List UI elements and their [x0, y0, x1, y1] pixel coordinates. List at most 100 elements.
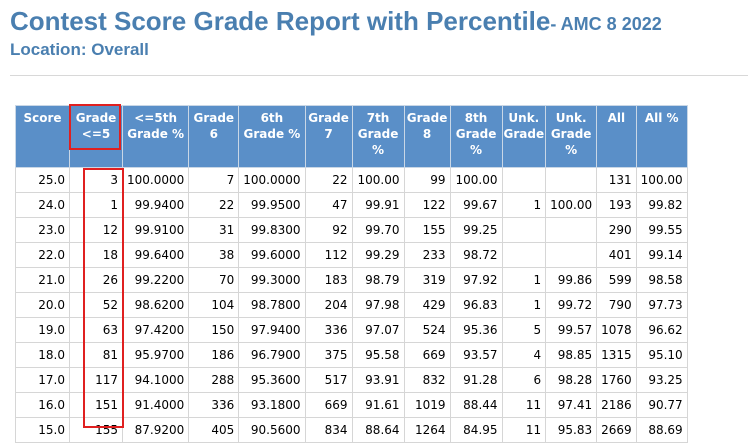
column-header[interactable]: 7th Grade %	[351, 105, 405, 168]
table-cell: 26	[69, 267, 123, 293]
table-cell: 100.0000	[238, 167, 306, 193]
table-cell: 375	[304, 342, 353, 368]
table-cell: 193	[596, 192, 637, 218]
table-cell: 99.9500	[238, 192, 306, 218]
table-cell: 401	[596, 242, 637, 268]
location-label: Location: Overall	[10, 40, 149, 59]
table-cell: 93.1800	[238, 392, 306, 418]
table-cell: 88.44	[449, 392, 503, 418]
table-cell: 20.0	[15, 292, 70, 318]
table-cell: 1264	[403, 417, 451, 443]
table-cell: 99.82	[635, 192, 688, 218]
table-cell: 429	[403, 292, 451, 318]
table-cell: 319	[403, 267, 451, 293]
table-cell: 97.92	[449, 267, 503, 293]
table-row: 15.0 155 87.9200 405 90.5600 834 88.64 1264 84.9…	[15, 417, 688, 443]
table-body: 25.0 3 100.0000 7 100.0000 22 100.00 99 100.00 13…	[15, 167, 688, 443]
table-cell: 18	[69, 242, 123, 268]
table-cell: 131	[596, 167, 637, 193]
column-header[interactable]: 8th Grade %	[449, 105, 503, 168]
table-cell: 100.00	[635, 167, 688, 193]
column-header[interactable]: All %	[635, 105, 688, 168]
score-report-table: Score Grade <=5 <=5th Grade % Grade 6 6t…	[15, 105, 688, 443]
table-cell: 98.72	[449, 242, 503, 268]
table-cell: 38	[188, 242, 240, 268]
table-cell: 21.0	[15, 267, 70, 293]
table-cell: 95.3600	[238, 367, 306, 393]
table-cell: 99.2200	[121, 267, 190, 293]
table-cell: 96.7900	[238, 342, 306, 368]
table-row: 24.0 1 99.9400 22 99.9500 47 99.91 122 99.67 1 100…	[15, 192, 688, 218]
table-cell: 99.70	[351, 217, 405, 243]
table-cell: 104	[188, 292, 240, 318]
table-row: 19.0 63 97.4200 150 97.9400 336 97.07 524 95.36 5…	[15, 317, 688, 343]
table-cell: 99.72	[545, 292, 598, 318]
table-cell: 669	[403, 342, 451, 368]
table-cell: 94.1000	[121, 367, 190, 393]
table-cell: 204	[304, 292, 353, 318]
table-cell: 336	[304, 317, 353, 343]
table-cell: 100.00	[449, 167, 503, 193]
table-cell: 92	[304, 217, 353, 243]
table-cell: 15.0	[15, 417, 70, 443]
table-cell	[501, 217, 547, 243]
table-cell: 99.29	[351, 242, 405, 268]
table-cell: 24.0	[15, 192, 70, 218]
table-cell: 81	[69, 342, 123, 368]
column-header[interactable]: Unk. Grade	[501, 105, 547, 168]
column-header[interactable]: 6th Grade %	[238, 105, 306, 168]
table-cell	[545, 217, 598, 243]
table-cell: 150	[188, 317, 240, 343]
column-header[interactable]: Grade <=5	[69, 105, 123, 168]
table-cell: 1	[69, 192, 123, 218]
table-cell: 18.0	[15, 342, 70, 368]
report-title-line: Contest Score Grade Report with Percenti…	[10, 6, 662, 37]
table-cell: 99.9400	[121, 192, 190, 218]
table-cell: 98.85	[545, 342, 598, 368]
table-cell: 16.0	[15, 392, 70, 418]
column-header[interactable]: All	[596, 105, 637, 168]
table-cell: 95.36	[449, 317, 503, 343]
table-cell: 155	[403, 217, 451, 243]
table-cell: 22	[188, 192, 240, 218]
table-cell: 517	[304, 367, 353, 393]
table-cell: 99.91	[351, 192, 405, 218]
table-cell: 405	[188, 417, 240, 443]
table-cell: 99.8300	[238, 217, 306, 243]
table-cell: 70	[188, 267, 240, 293]
table-cell: 336	[188, 392, 240, 418]
table-cell	[545, 167, 598, 193]
table-cell: 99.9100	[121, 217, 190, 243]
table-cell: 99.6400	[121, 242, 190, 268]
table-cell: 93.91	[351, 367, 405, 393]
table-cell: 117	[69, 367, 123, 393]
table-cell: 1078	[596, 317, 637, 343]
table-cell: 97.98	[351, 292, 405, 318]
column-header[interactable]: Unk. Grade %	[545, 105, 598, 168]
table-cell: 99.25	[449, 217, 503, 243]
table-cell: 93.25	[635, 367, 688, 393]
column-header[interactable]: Grade 6	[188, 105, 240, 168]
table-cell: 186	[188, 342, 240, 368]
table-cell: 1	[501, 292, 547, 318]
column-header[interactable]: Grade 7	[304, 105, 353, 168]
table-cell: 1	[501, 192, 547, 218]
column-header[interactable]: Grade 8	[403, 105, 451, 168]
table-row: 23.0 12 99.9100 31 99.8300 92 99.70 155 99.25 290…	[15, 217, 688, 243]
table-cell: 790	[596, 292, 637, 318]
table-cell: 97.41	[545, 392, 598, 418]
table-cell: 90.5600	[238, 417, 306, 443]
table-cell: 288	[188, 367, 240, 393]
table-cell: 97.07	[351, 317, 405, 343]
table-cell: 1760	[596, 367, 637, 393]
table-cell: 12	[69, 217, 123, 243]
table-cell: 87.9200	[121, 417, 190, 443]
table-cell: 4	[501, 342, 547, 368]
table-cell: 99.14	[635, 242, 688, 268]
table-row: 25.0 3 100.0000 7 100.0000 22 100.00 99 100.00 13…	[15, 167, 688, 193]
table-row: 17.0 117 94.1000 288 95.3600 517 93.91 832 91.28…	[15, 367, 688, 393]
table-cell: 25.0	[15, 167, 70, 193]
header-divider	[10, 75, 748, 76]
column-header[interactable]: <=5th Grade %	[121, 105, 190, 168]
column-header[interactable]: Score	[15, 105, 70, 168]
